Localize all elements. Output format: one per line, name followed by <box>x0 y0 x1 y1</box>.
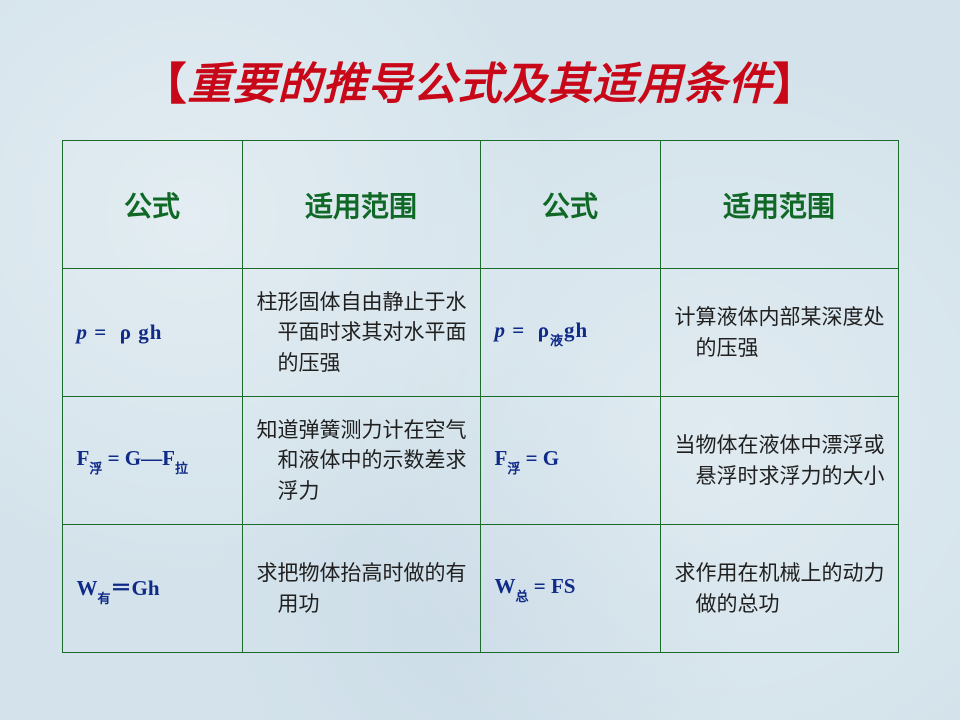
col-header-formula-2: 公式 <box>480 141 660 269</box>
table-row: W有＝Gh 求把物体抬高时做的有用功 W总 = FS 求作用在机械上的动力做的总… <box>62 525 898 653</box>
desc-cell: 当物体在液体中漂浮或悬浮时求浮力的大小 <box>682 420 898 501</box>
desc-cell: 求作用在机械上的动力做的总功 <box>682 548 898 629</box>
title-text: 重要的推导公式及其适用条件 <box>188 60 773 109</box>
formula-cell: p = ρ液gh <box>481 318 660 346</box>
open-bracket: 【 <box>143 60 188 109</box>
formula-cell: p = ρ gh <box>63 320 242 345</box>
formula-cell: F浮 = G <box>481 446 660 474</box>
table-header-row: 公式 适用范围 公式 适用范围 <box>62 141 898 269</box>
desc-cell: 柱形固体自由静止于水平面时求其对水平面的压强 <box>264 277 480 388</box>
formula-cell: F浮 = G—F拉 <box>63 446 242 474</box>
formula-cell: W总 = FS <box>481 574 660 602</box>
close-bracket: 】 <box>773 60 818 109</box>
page-title: 【重要的推导公式及其适用条件】 <box>143 60 818 109</box>
formula-table: 公式 适用范围 公式 适用范围 p = ρ gh 柱形固体自由静止于水平面时求其… <box>62 140 899 653</box>
desc-cell: 计算液体内部某深度处的压强 <box>682 292 898 373</box>
table-row: F浮 = G—F拉 知道弹簧测力计在空气和液体中的示数差求浮力 F浮 = G 当… <box>62 397 898 525</box>
col-header-scope-1: 适用范围 <box>242 141 480 269</box>
table-row: p = ρ gh 柱形固体自由静止于水平面时求其对水平面的压强 p = ρ液gh… <box>62 269 898 397</box>
col-header-scope-2: 适用范围 <box>660 141 898 269</box>
desc-cell: 知道弹簧测力计在空气和液体中的示数差求浮力 <box>264 405 480 516</box>
formula-cell: W有＝Gh <box>63 572 242 604</box>
title-bar: 【重要的推导公式及其适用条件】 <box>0 0 960 140</box>
col-header-formula-1: 公式 <box>62 141 242 269</box>
desc-cell: 求把物体抬高时做的有用功 <box>264 548 480 629</box>
